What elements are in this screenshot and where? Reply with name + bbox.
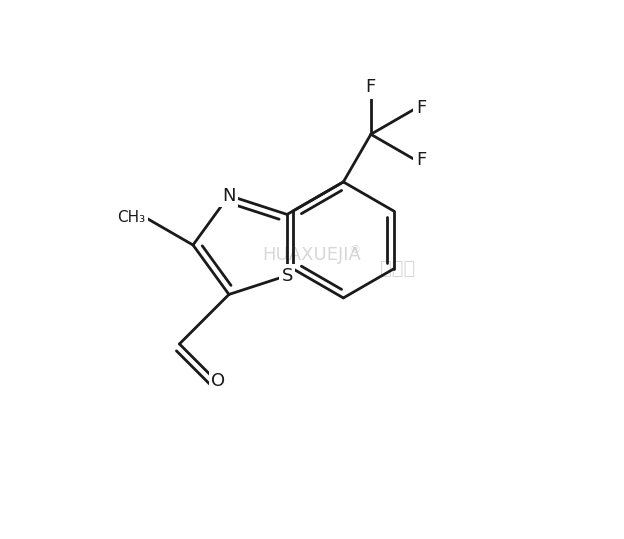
Text: F: F <box>416 99 426 118</box>
Text: F: F <box>366 78 376 96</box>
Text: S: S <box>281 267 293 285</box>
Text: 化学加: 化学加 <box>380 259 415 278</box>
Text: CH₃: CH₃ <box>117 210 145 225</box>
Text: ®: ® <box>349 245 361 255</box>
Text: HUAXUEJIA: HUAXUEJIA <box>263 246 361 264</box>
Text: F: F <box>416 151 426 169</box>
Text: N: N <box>222 186 236 204</box>
Text: O: O <box>212 372 225 390</box>
